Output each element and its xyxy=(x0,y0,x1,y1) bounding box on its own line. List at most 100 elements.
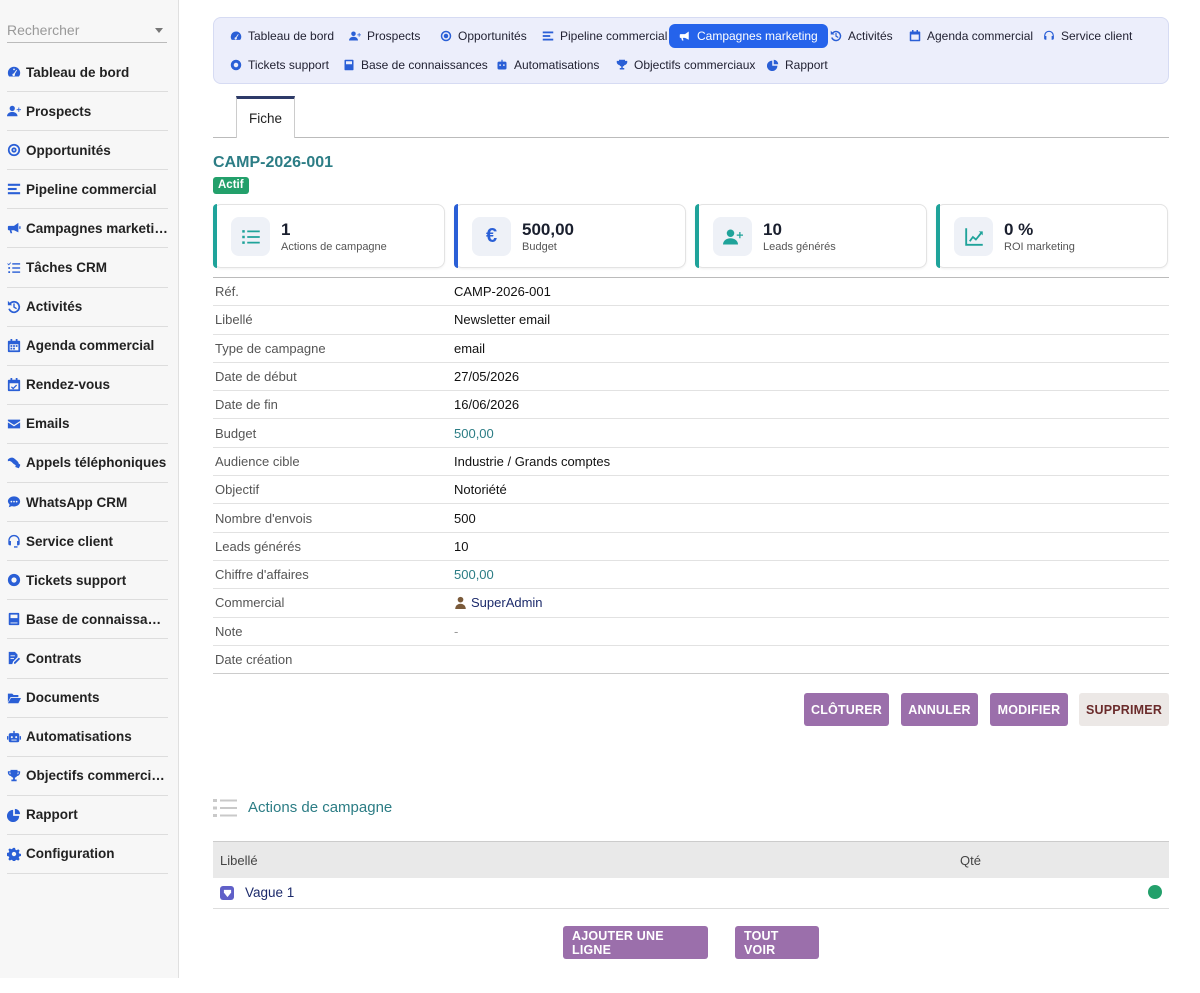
tab-opportunites[interactable]: Opportunités xyxy=(430,24,537,48)
sidebar-item-label: Tableau de bord xyxy=(26,64,130,80)
tab-label: Opportunités xyxy=(458,29,527,43)
field-value: 500,00 xyxy=(452,418,1169,448)
user-plus-icon xyxy=(713,217,752,256)
sidebar-item-tableau-de-bord[interactable]: Tableau de bord xyxy=(7,53,168,93)
list-icon xyxy=(231,217,270,256)
tab-agenda[interactable]: Agenda commercial xyxy=(899,24,1043,48)
tab-fiche[interactable]: Fiche xyxy=(236,96,295,138)
search-box[interactable] xyxy=(7,18,167,43)
kpi-value: 10 xyxy=(763,220,782,239)
field-label: Réf. xyxy=(213,276,452,306)
euro-icon: € xyxy=(472,217,511,256)
sidebar-item-opportunites[interactable]: Opportunités xyxy=(7,131,168,171)
calendar-check-icon xyxy=(7,377,21,392)
sidebar-item-rapport[interactable]: Rapport xyxy=(7,796,168,835)
sidebar-item-base-connaissances[interactable]: Base de connaissances xyxy=(7,600,168,640)
calendar-icon xyxy=(909,30,921,42)
field-label: Nombre d'envois xyxy=(213,503,452,533)
close-button[interactable]: CLÔTURER xyxy=(804,693,889,726)
megaphone-icon xyxy=(679,31,689,41)
sidebar-item-objectifs[interactable]: Objectifs commerciaux xyxy=(7,757,168,796)
sidebar-item-appels[interactable]: Appels téléphoniques xyxy=(7,444,168,484)
sidebar-item-taches[interactable]: Tâches CRM xyxy=(7,248,168,288)
sidebar-item-label: Campagnes marketing xyxy=(26,220,168,236)
field-label: Note xyxy=(213,616,452,646)
sidebar-item-configuration[interactable]: Configuration xyxy=(7,835,168,874)
dashboard-icon xyxy=(7,65,21,79)
field-value: Notoriété xyxy=(452,475,1169,504)
sidebar-item-campagnes[interactable]: Campagnes marketing xyxy=(7,209,168,249)
tab-campagnes-marketing[interactable]: Campagnes marketing xyxy=(669,24,828,48)
sidebar-item-tickets[interactable]: Tickets support xyxy=(7,561,168,601)
delete-button[interactable]: SUPPRIMER xyxy=(1079,693,1169,726)
sidebar-item-label: Emails xyxy=(26,416,70,432)
kpi-label: Budget xyxy=(522,241,557,253)
history-icon xyxy=(7,300,21,314)
sidebar-item-label: Service client xyxy=(26,533,114,549)
tab-automatisations[interactable]: Automatisations xyxy=(486,53,609,77)
kpi-card-budget[interactable]: € 500,00 Budget xyxy=(454,204,686,268)
sidebar-item-automatisations[interactable]: Automatisations xyxy=(7,718,168,757)
tab-rapport[interactable]: Rapport xyxy=(757,53,838,77)
pie-chart-icon xyxy=(7,808,21,822)
sidebar-item-emails[interactable]: Emails xyxy=(7,405,168,444)
tab-pipeline[interactable]: Pipeline commercial xyxy=(532,24,677,48)
tab-activites[interactable]: Activités xyxy=(820,24,903,48)
sidebar-item-prospects[interactable]: Prospects xyxy=(7,92,168,132)
status-badge: Actif xyxy=(213,177,249,194)
row-label-link[interactable]: Vague 1 xyxy=(245,885,295,900)
sidebar-item-service-client[interactable]: Service client xyxy=(7,522,168,562)
sidebar-item-documents[interactable]: Documents xyxy=(7,679,168,718)
headset-icon xyxy=(7,534,21,548)
field-label: Date de fin xyxy=(213,390,452,419)
tab-service-client[interactable]: Service client xyxy=(1033,24,1142,48)
lines-table-header: Libellé Qté xyxy=(213,841,1169,878)
field-label: Date création xyxy=(213,644,452,675)
tab-label: Campagnes marketing xyxy=(697,29,818,43)
kpi-value: 500,00 xyxy=(522,220,574,239)
tab-objectifs[interactable]: Objectifs commerciaux xyxy=(606,53,765,77)
edit-button[interactable]: MODIFIER xyxy=(990,693,1068,726)
user-plus-icon xyxy=(7,104,21,118)
field-value: 10 xyxy=(452,531,1169,561)
tab-label: Tableau de bord xyxy=(248,29,335,43)
sidebar-item-agenda[interactable]: Agenda commercial xyxy=(7,327,168,366)
view-all-button[interactable]: TOUT VOIR xyxy=(735,926,819,959)
sidebar-item-label: Activités xyxy=(26,299,83,315)
tab-base-connaissances[interactable]: Base de connaissances xyxy=(333,53,498,77)
book-icon xyxy=(7,612,21,626)
sidebar-item-rendez-vous[interactable]: Rendez-vous xyxy=(7,366,168,405)
column-header-qty[interactable]: Qté xyxy=(960,853,981,868)
field-label: Libellé xyxy=(213,305,452,335)
commercial-link[interactable]: SuperAdmin xyxy=(471,595,543,611)
sidebar-item-label: Rendez-vous xyxy=(26,377,111,393)
chart-line-icon xyxy=(954,217,993,256)
sidebar-item-activites[interactable]: Activités xyxy=(7,288,168,327)
chevron-down-icon[interactable] xyxy=(155,28,163,33)
kpi-card-roi[interactable]: 0 % ROI marketing xyxy=(936,204,1168,268)
section-title: Actions de campagne xyxy=(248,799,393,816)
field-row-note: Note - xyxy=(213,616,1169,646)
column-header-label[interactable]: Libellé xyxy=(220,853,258,868)
kpi-label: Leads générés xyxy=(763,241,836,253)
table-row[interactable]: Vague 1 xyxy=(213,878,1169,909)
tab-tickets-support[interactable]: Tickets support xyxy=(220,53,339,77)
sidebar-item-label: Opportunités xyxy=(26,142,111,158)
sidebar-item-whatsapp[interactable]: WhatsApp CRM xyxy=(7,483,168,523)
sidebar-item-label: Pipeline commercial xyxy=(26,181,157,197)
kpi-card-actions[interactable]: 1 Actions de campagne xyxy=(213,204,445,268)
tab-tableau-de-bord[interactable]: Tableau de bord xyxy=(220,24,344,48)
sidebar-item-contrats[interactable]: Contrats xyxy=(7,639,168,679)
tab-prospects[interactable]: Prospects xyxy=(339,24,430,48)
pipeline-icon xyxy=(542,31,554,41)
add-line-button[interactable]: AJOUTER UNE LIGNE xyxy=(563,926,708,959)
tab-label: Tickets support xyxy=(248,58,329,72)
calendar-icon xyxy=(7,338,21,353)
page-title: CAMP-2026-001 xyxy=(213,154,334,171)
cancel-button[interactable]: ANNULER xyxy=(901,693,978,726)
sidebar-item-pipeline[interactable]: Pipeline commercial xyxy=(7,170,168,210)
kpi-card-leads[interactable]: 10 Leads générés xyxy=(695,204,927,268)
field-row-envois: Nombre d'envois 500 xyxy=(213,503,1169,533)
tab-label: Service client xyxy=(1061,29,1133,43)
search-input[interactable] xyxy=(7,18,147,42)
